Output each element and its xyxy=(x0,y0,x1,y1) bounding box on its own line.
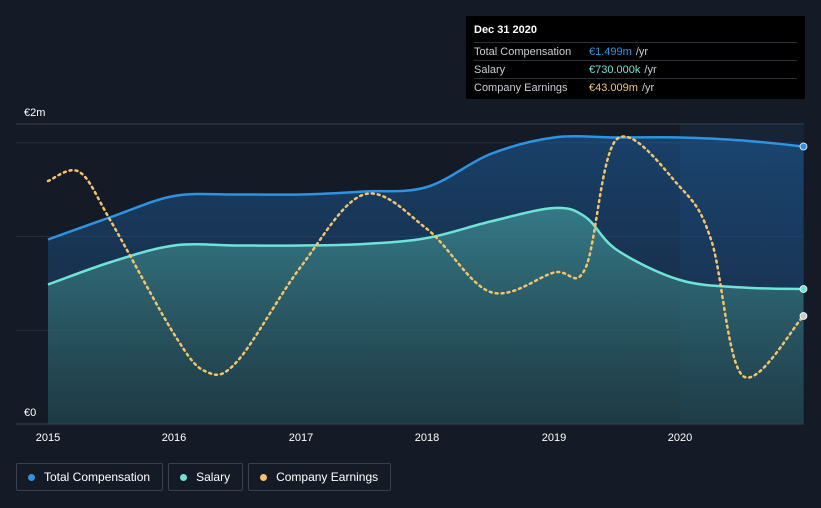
legend-item-company-earnings[interactable]: Company Earnings xyxy=(248,463,392,491)
tooltip-label: Total Compensation xyxy=(474,45,572,58)
tooltip-row-earnings: Company Earnings €43.009m /yr xyxy=(474,78,797,96)
y-tick-label: €2m xyxy=(24,107,45,119)
legend-dot-icon xyxy=(28,473,35,481)
tooltip-value: €1.499m xyxy=(589,45,632,58)
legend-dot-icon xyxy=(180,473,188,481)
x-tick-label: 2016 xyxy=(162,432,186,444)
legend-label: Total Compensation xyxy=(44,470,151,484)
total-compensation-line xyxy=(47,135,804,241)
legend-label: Salary xyxy=(196,470,231,484)
salary-line xyxy=(47,206,804,291)
tooltip: Dec 31 2020 Total Compensation €1.499m /… xyxy=(466,16,805,99)
end-markers xyxy=(799,142,808,320)
x-axis-labels: 2015 2016 2017 2018 2019 2020 xyxy=(36,432,692,444)
legend-dot-icon xyxy=(260,473,268,481)
tooltip-unit: /yr xyxy=(644,63,657,76)
company-earnings-end-marker xyxy=(799,312,808,320)
x-tick-label: 2017 xyxy=(289,432,313,444)
x-tick-label: 2019 xyxy=(542,432,566,444)
legend-label: Company Earnings xyxy=(276,470,379,484)
legend: Total Compensation Salary Company Earnin… xyxy=(16,463,392,491)
tooltip-label: Company Earnings xyxy=(474,81,568,94)
tooltip-value: €43.009m xyxy=(589,81,638,94)
tooltip-label: Salary xyxy=(474,63,506,76)
x-tick-label: 2018 xyxy=(415,432,439,444)
legend-item-salary[interactable]: Salary xyxy=(168,463,244,491)
total-compensation-end-marker xyxy=(799,142,808,151)
y-axis-labels: €2m €0 xyxy=(24,107,45,419)
y-tick-label: €0 xyxy=(24,407,36,419)
x-tick-label: 2020 xyxy=(668,432,692,444)
tooltip-row-salary: Salary €730.000k /yr xyxy=(474,60,797,78)
tooltip-row-total: Total Compensation €1.499m /yr xyxy=(474,42,797,60)
tooltip-unit: /yr xyxy=(635,45,649,58)
x-tick-label: 2015 xyxy=(36,432,60,444)
legend-item-total-compensation[interactable]: Total Compensation xyxy=(16,463,164,491)
tooltip-value: €730.000k xyxy=(589,63,641,76)
tooltip-unit: /yr xyxy=(641,81,655,94)
company-earnings-line xyxy=(46,135,805,379)
salary-area xyxy=(48,207,804,424)
tooltip-date: Dec 31 2020 xyxy=(474,24,537,36)
salary-end-marker xyxy=(799,285,808,293)
